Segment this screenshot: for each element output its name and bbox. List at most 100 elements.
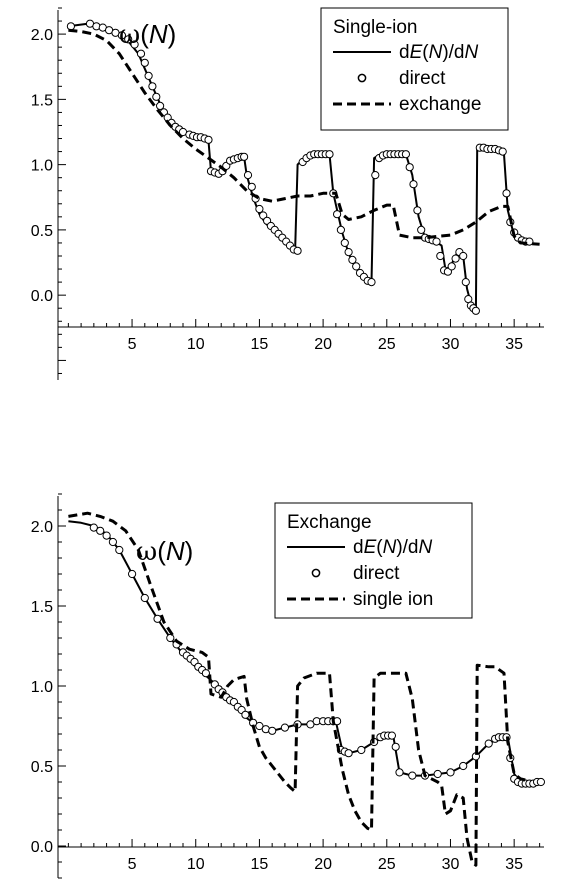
legend-title: Single-ion — [333, 17, 418, 38]
legend-text-part: ( — [422, 42, 429, 63]
legend-text-part: N — [429, 42, 443, 63]
data-point — [241, 710, 250, 719]
series-line — [68, 28, 540, 246]
legend-text-part: ( — [157, 536, 166, 566]
legend-text-part: ( — [376, 537, 383, 558]
legend-entry-label: exchange — [399, 94, 481, 115]
legend-title: Exchange — [287, 512, 372, 533]
y-tick-label: 1.0 — [31, 158, 53, 175]
data-point — [152, 92, 161, 101]
x-tick-label: 30 — [442, 336, 460, 353]
data-point — [340, 238, 349, 247]
data-point — [401, 150, 410, 159]
data-point — [255, 204, 264, 214]
data-point — [371, 171, 380, 180]
chart-2: 0.00.51.01.52.05 10 15 20 25 30 35ω(N)Exchange… — [31, 493, 546, 879]
data-point — [391, 742, 400, 751]
series-line — [68, 511, 528, 867]
legend-text-part: E — [364, 537, 377, 558]
data-point — [536, 777, 546, 787]
y-tick-label: 1.5 — [31, 92, 53, 109]
data-point — [108, 537, 118, 547]
omega-annotation: ω(N) — [136, 536, 193, 567]
data-point — [166, 633, 175, 643]
data-point — [130, 40, 139, 49]
data-point — [140, 58, 149, 67]
legend-text-part: ) — [168, 19, 177, 49]
legend-text-part: N — [149, 19, 168, 49]
x-tick-label: 35 — [505, 856, 523, 873]
data-point — [413, 206, 422, 215]
data-point — [204, 135, 213, 144]
data-point — [367, 278, 376, 287]
legend-text-part: d — [399, 42, 410, 63]
data-point — [471, 306, 480, 315]
data-point — [66, 22, 76, 31]
data-point — [408, 771, 417, 780]
x-tick-label: 35 — [505, 336, 523, 353]
legend-text-part: N — [166, 536, 185, 566]
data-point — [348, 255, 357, 264]
data-point — [102, 531, 111, 540]
series-dashed — [68, 511, 528, 867]
data-point — [395, 768, 404, 777]
data-point — [484, 739, 493, 748]
legend-entry-label: single ion — [353, 589, 433, 610]
legend-text-part: direct — [353, 563, 400, 584]
data-point — [405, 163, 414, 172]
legend-text-part: single ion — [353, 589, 433, 610]
legend-text-part: direct — [399, 68, 446, 89]
x-tick-label: 20 — [314, 856, 332, 873]
legend-text-part: ) — [185, 536, 194, 566]
legend-text-part: N — [465, 42, 479, 63]
x-tick-label: 15 — [251, 856, 269, 873]
x-tick-label: 30 — [442, 856, 460, 873]
x-tick-label: 20 — [314, 336, 332, 353]
data-point — [409, 180, 418, 189]
legend-text-part: exchange — [399, 94, 481, 115]
data-point — [459, 251, 468, 261]
x-tick-label: 5 — [128, 336, 137, 353]
data-point — [268, 726, 277, 735]
data-point — [451, 254, 460, 263]
data-point — [461, 278, 470, 287]
data-point — [280, 723, 289, 732]
data-point — [117, 31, 127, 40]
data-point — [417, 225, 426, 234]
legend-text-part: ω — [136, 537, 157, 567]
y-tick-label: 0.5 — [31, 759, 53, 776]
data-point — [357, 745, 366, 755]
legend-text-part: N — [419, 537, 433, 558]
y-tick-label: 0.5 — [31, 223, 53, 240]
data-point — [387, 731, 396, 740]
data-point — [344, 749, 353, 758]
data-point — [459, 761, 468, 771]
data-point — [148, 82, 157, 91]
x-tick-label: 5 — [128, 856, 137, 873]
omega-annotation: ω(N) — [119, 19, 176, 50]
y-tick-label: 2.0 — [31, 519, 53, 536]
data-point — [144, 71, 153, 81]
data-point — [306, 720, 315, 729]
data-point — [498, 147, 507, 156]
series-dashed — [68, 28, 540, 246]
data-point — [325, 150, 334, 159]
data-point — [115, 545, 124, 555]
data-point — [336, 225, 345, 234]
data-point — [433, 769, 442, 779]
legend-entry-label: dE(N)/dN — [353, 537, 433, 558]
y-tick-label: 0.0 — [31, 288, 53, 305]
legend-text-part: ( — [140, 19, 149, 49]
legend-text-part: ω — [119, 20, 140, 50]
data-point — [247, 182, 256, 191]
data-point — [201, 669, 210, 678]
data-point — [352, 262, 361, 271]
legend-text-part: N — [383, 537, 397, 558]
data-point — [293, 246, 302, 255]
data-point — [89, 523, 98, 532]
data-point — [128, 569, 137, 579]
data-point — [525, 237, 534, 246]
chart-1: 0.00.51.01.52.05 10 15 20 25 30 35ω(N) Single-i… — [31, 7, 544, 380]
y-tick-label: 1.5 — [31, 599, 53, 616]
